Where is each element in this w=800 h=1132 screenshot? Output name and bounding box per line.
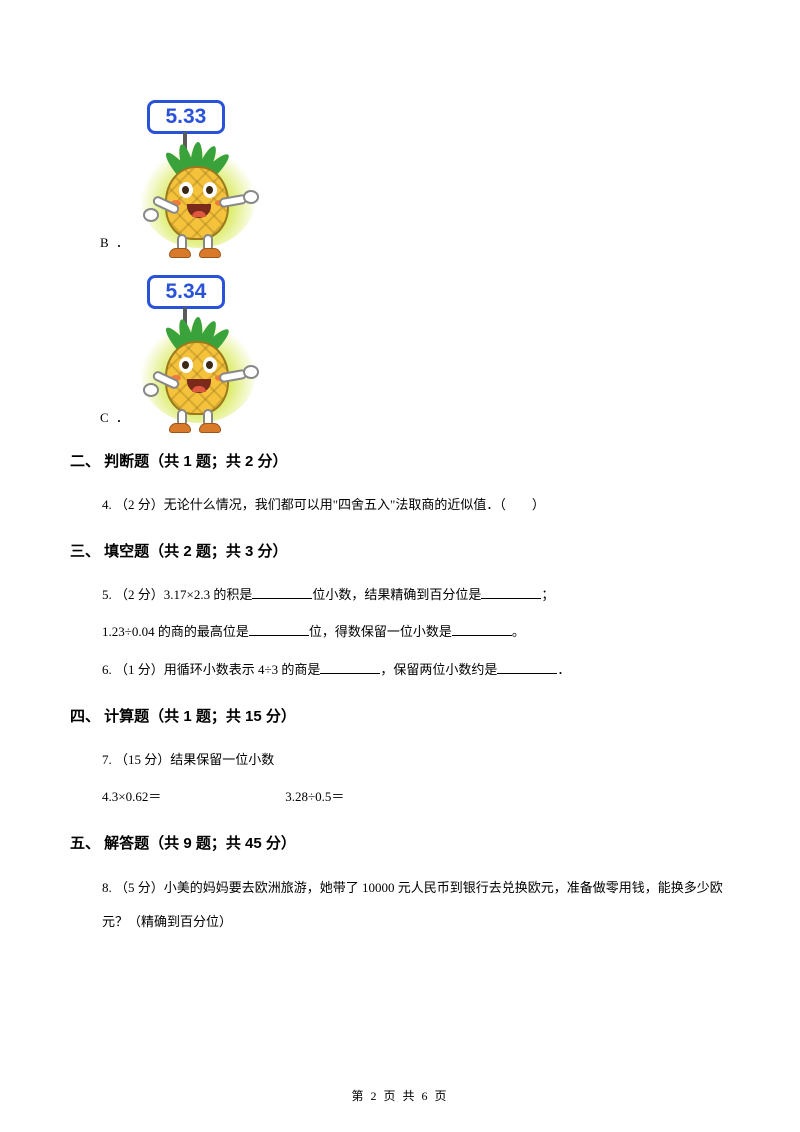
blank-field[interactable] <box>497 660 557 674</box>
expr-7a: 4.3×0.62＝ <box>102 781 282 812</box>
blank-field[interactable] <box>452 622 512 636</box>
q5a-suf: ； <box>541 587 554 602</box>
option-c-label: C ． <box>100 407 131 430</box>
section-2-title: 二、 判断题（共 1 题；共 2 分） <box>70 450 730 471</box>
q5b-pre: 1.23÷0.04 的商的最高位是 <box>102 624 249 639</box>
section-3-title: 三、 填空题（共 2 题；共 3 分） <box>70 540 730 561</box>
blank-field[interactable] <box>481 585 541 599</box>
option-b-row: B ． 5.33 <box>70 100 730 255</box>
question-5a: 5. （2 分）3.17×2.3 的积是 位小数，结果精确到百分位是 ； <box>70 579 730 610</box>
section-5-title: 五、 解答题（共 9 题；共 45 分） <box>70 832 730 853</box>
question-8: 8. （5 分）小美的妈妈要去欧洲旅游，她带了 10000 元人民币到银行去兑换… <box>70 871 730 939</box>
foot-icon <box>169 423 191 433</box>
hand-icon <box>243 190 259 204</box>
footer-pre: 第 <box>351 1089 370 1103</box>
question-6: 6. （1 分）用循环小数表示 4÷3 的商是 ，保留两位小数约是 ． <box>70 654 730 685</box>
q5a-mid: 位小数，结果精确到百分位是 <box>312 587 481 602</box>
blank-field[interactable] <box>320 660 380 674</box>
blank-field[interactable] <box>252 585 312 599</box>
footer-total: 6 <box>422 1089 430 1103</box>
hand-icon <box>243 365 259 379</box>
foot-icon <box>199 423 221 433</box>
option-b-label: B ． <box>100 232 131 255</box>
pineapple-figure-c: 5.34 <box>135 275 290 430</box>
q5b-suf: 。 <box>512 624 525 639</box>
question-5b: 1.23÷0.04 的商的最高位是 位，得数保留一位小数是 。 <box>70 616 730 647</box>
pineapple-figure-b: 5.33 <box>135 100 290 255</box>
foot-icon <box>199 248 221 258</box>
page-footer: 第 2 页 共 6 页 <box>0 1087 800 1104</box>
q5b-mid: 位，得数保留一位小数是 <box>309 624 452 639</box>
question-7-expressions: 4.3×0.62＝ 3.28÷0.5＝ <box>70 781 730 812</box>
expr-7b: 3.28÷0.5＝ <box>285 789 344 804</box>
blank-field[interactable] <box>249 622 309 636</box>
q6-suf: ． <box>557 662 570 677</box>
sign-value-c: 5.34 <box>147 275 225 309</box>
hand-icon <box>143 208 159 222</box>
q6-mid: ，保留两位小数约是 <box>380 662 497 677</box>
question-7: 7. （15 分）结果保留一位小数 <box>70 744 730 775</box>
q6-pre: 6. （1 分）用循环小数表示 4÷3 的商是 <box>102 662 320 677</box>
footer-mid: 页 共 <box>378 1089 421 1103</box>
foot-icon <box>169 248 191 258</box>
q5a-pre: 5. （2 分）3.17×2.3 的积是 <box>102 587 252 602</box>
footer-suf: 页 <box>430 1089 449 1103</box>
section-4-title: 四、 计算题（共 1 题；共 15 分） <box>70 705 730 726</box>
hand-icon <box>143 383 159 397</box>
option-c-row: C ． 5.34 <box>70 275 730 430</box>
question-4: 4. （2 分）无论什么情况，我们都可以用"四舍五入"法取商的近似值．（ ） <box>70 489 730 520</box>
sign-value-b: 5.33 <box>147 100 225 134</box>
